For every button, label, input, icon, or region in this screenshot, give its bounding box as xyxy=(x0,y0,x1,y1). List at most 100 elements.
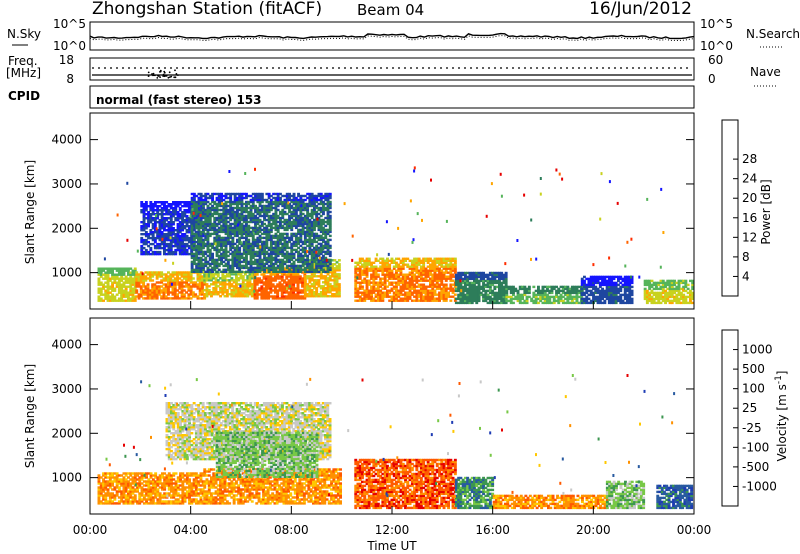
echo-cell xyxy=(399,285,403,288)
echo-cell xyxy=(313,226,316,230)
echo-cell xyxy=(417,299,421,302)
echo-cell xyxy=(195,248,199,252)
echo-cell xyxy=(206,200,210,204)
echo-cell xyxy=(178,240,182,244)
echo-cell xyxy=(404,275,407,278)
echo-cell xyxy=(331,293,334,296)
echo-cell xyxy=(488,273,492,277)
echo-cell xyxy=(381,263,385,266)
echo-cell xyxy=(249,200,253,204)
echo-cell xyxy=(429,283,432,286)
echo-cell xyxy=(219,295,222,298)
echo-cell xyxy=(192,260,196,264)
echo-cell xyxy=(208,248,212,252)
echo-cell xyxy=(502,273,506,277)
echo-cell xyxy=(431,269,435,272)
echo-cell xyxy=(122,291,126,294)
echo-cell xyxy=(258,279,261,282)
echo-cell xyxy=(249,212,253,216)
echo-cell xyxy=(290,248,294,252)
echo-cell xyxy=(404,293,407,296)
echo-cell xyxy=(276,196,280,200)
echo-cell xyxy=(217,216,221,220)
echo-cell xyxy=(215,198,219,202)
echo-cell xyxy=(281,252,285,256)
echo-cell xyxy=(148,289,152,292)
echo-cell xyxy=(306,202,310,206)
echo-cell xyxy=(442,261,446,264)
echo-cell xyxy=(287,287,291,290)
echo-cell xyxy=(238,196,242,200)
echo-cell xyxy=(288,220,291,224)
echo-cell xyxy=(310,204,314,208)
echo-cell xyxy=(276,198,280,202)
echo-cell xyxy=(149,213,153,216)
echo-cell xyxy=(289,281,293,284)
echo-cell xyxy=(149,217,153,220)
echo-cell xyxy=(279,234,282,238)
echo-cell xyxy=(203,273,207,276)
echo-cell xyxy=(211,200,214,204)
echo-cell xyxy=(294,200,298,204)
echo-cell xyxy=(390,259,394,262)
echo-cell xyxy=(328,265,332,268)
echo-cell xyxy=(464,277,467,281)
echo-cell xyxy=(163,240,166,244)
echo-cell xyxy=(148,295,152,298)
echo-cell xyxy=(413,257,416,260)
echo-cell xyxy=(324,206,328,210)
echo-cell xyxy=(106,285,110,288)
echo-cell xyxy=(181,242,184,246)
echo-cell xyxy=(292,260,296,264)
echo-cell xyxy=(117,279,121,282)
echo-cell xyxy=(151,209,155,212)
echo-cell xyxy=(301,281,304,284)
echo-cell xyxy=(319,273,323,276)
echo-cell xyxy=(233,246,237,250)
echo-cell xyxy=(505,289,509,293)
echo-cell xyxy=(229,212,233,216)
echo-cell xyxy=(297,198,300,202)
echo-cell xyxy=(315,214,319,218)
echo-cell xyxy=(493,293,497,297)
echo-cell xyxy=(238,206,242,210)
echo-cell xyxy=(167,213,171,216)
echo-cell xyxy=(220,196,223,200)
echo-cell xyxy=(283,206,287,210)
cpid-value: normal (fast stereo) 153 xyxy=(96,93,262,107)
echo-cell xyxy=(242,228,246,232)
echo-cell xyxy=(206,214,210,218)
echo-cell xyxy=(222,260,226,264)
echo-cell xyxy=(139,295,143,298)
echo-cell xyxy=(160,217,164,220)
echo-cell xyxy=(372,283,376,286)
echo-cell xyxy=(424,269,428,272)
echo-cell xyxy=(303,238,307,242)
echo-cell xyxy=(229,230,233,234)
beam-label: Beam 04 xyxy=(357,1,424,19)
echo-cell xyxy=(424,285,428,288)
echo-cell xyxy=(245,252,248,256)
echo-cell xyxy=(140,244,144,248)
echo-cell xyxy=(274,256,278,260)
echo-cell xyxy=(251,206,255,210)
echo-cell xyxy=(404,287,407,290)
echo-cell xyxy=(326,279,330,282)
echo-cell xyxy=(292,289,295,292)
nave-tick-bottom: 0 xyxy=(708,72,716,86)
echo-cell xyxy=(324,220,328,224)
echo-cell xyxy=(310,254,314,258)
echo-cell xyxy=(308,236,312,240)
echo-cell xyxy=(239,287,243,290)
echo-cell xyxy=(190,266,194,270)
echo-cell xyxy=(299,240,303,244)
echo-cell xyxy=(285,273,289,276)
echo-cell xyxy=(142,233,146,236)
nave-tick-top: 60 xyxy=(708,53,723,67)
echo-cell xyxy=(285,275,289,278)
echo-cell xyxy=(260,244,264,248)
echo-cell xyxy=(211,198,214,202)
echo-cell xyxy=(202,198,205,202)
echo-cell xyxy=(236,260,239,264)
echo-cell xyxy=(190,204,194,208)
